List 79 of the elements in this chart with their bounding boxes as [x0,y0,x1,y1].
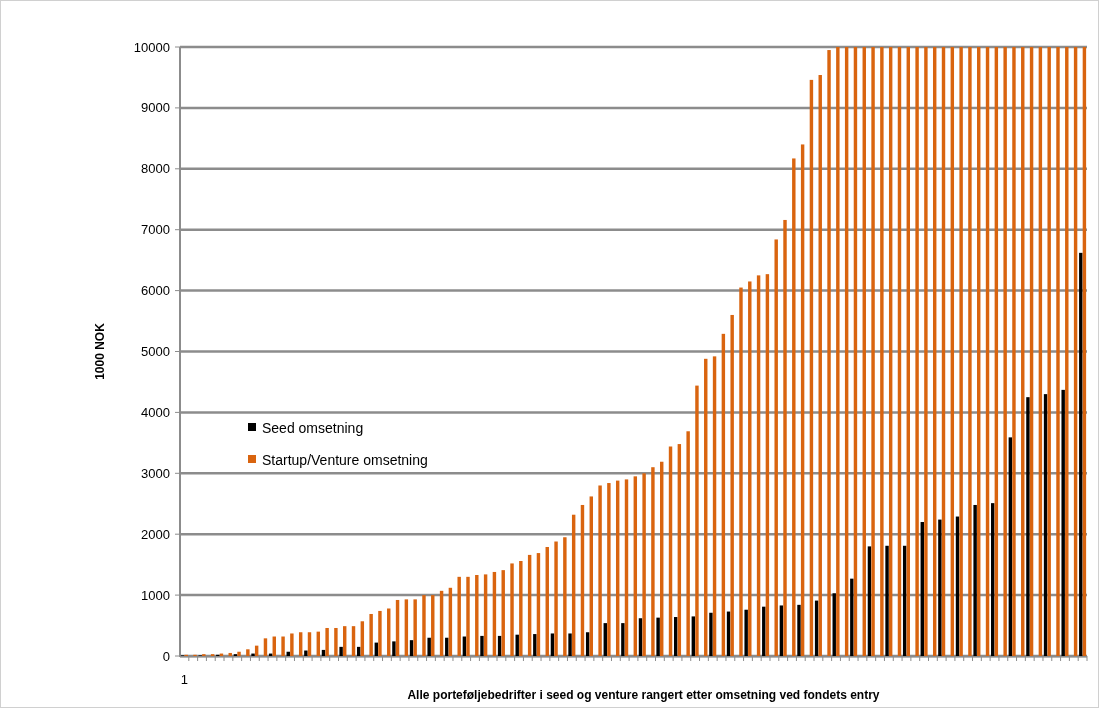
y-tick-label: 9000 [141,100,170,116]
bar [325,627,329,656]
bar [427,637,431,656]
bar [1056,47,1060,656]
bar [880,47,884,656]
bar [924,47,928,656]
bar [228,652,232,656]
bar [730,314,734,656]
bar [413,599,417,656]
bar [334,627,338,656]
bar [1079,252,1083,656]
bar [466,576,470,656]
bar [510,563,514,656]
bar [739,287,743,656]
bar [1003,47,1007,656]
bar [744,609,748,656]
bar [686,431,690,656]
bar [797,604,801,656]
legend-label: Seed omsetning [262,419,364,436]
y-tick-label: 7000 [141,222,170,238]
bar [959,47,963,656]
bar [237,651,241,656]
bar [695,385,699,656]
legend-label: Startup/Venture omsetning [262,451,428,468]
bar [339,646,343,656]
bar [621,623,625,656]
bar [885,545,889,656]
bar [598,485,602,656]
bar [709,612,713,656]
y-tick-label: 4000 [141,404,170,420]
bar [827,50,831,656]
bar [973,504,977,656]
bar [251,653,255,656]
bar [480,635,484,656]
bar [792,158,796,656]
bar [568,633,572,656]
bar [378,610,382,656]
bar [533,634,537,656]
bar [550,633,555,656]
bar [369,613,373,656]
bar [1047,47,1051,656]
bar [563,537,567,656]
y-tick-label: 6000 [141,283,170,299]
bar [915,47,919,656]
y-tick-label: 10000 [133,39,170,55]
y-tick-label: 0 [162,648,170,664]
bar [836,47,840,656]
bar [651,467,655,656]
y-tick-label: 8000 [141,161,170,177]
bar [290,633,294,656]
bar [475,575,479,656]
bar [642,473,646,656]
bar [246,649,250,656]
bar [1061,389,1065,656]
bar [281,636,285,656]
y-tick-label: 1000 [141,587,170,603]
y-tick-label: 2000 [141,526,170,542]
bar [871,47,875,656]
x-tick-label: 1 [180,672,189,687]
y-axis-title: 1000 NOK [93,322,107,380]
bar [607,483,611,656]
bar [783,219,787,656]
bar [656,617,660,656]
bar [1012,47,1016,656]
bar [1026,397,1030,656]
bar [774,239,778,656]
bar [457,576,461,656]
bar [519,561,523,656]
bar [850,578,854,656]
bar [422,595,426,656]
bar [938,519,942,656]
bar [968,47,972,656]
x-axis-title: Alle porteføljebedrifter i seed og venture rangert etter omsetning ved fondets entry [407,688,880,702]
y-tick-label: 3000 [141,465,170,481]
bar [392,641,396,656]
bar [554,541,558,656]
y-tick-label: 5000 [141,344,170,360]
bar [304,650,308,656]
bar [1065,47,1069,656]
